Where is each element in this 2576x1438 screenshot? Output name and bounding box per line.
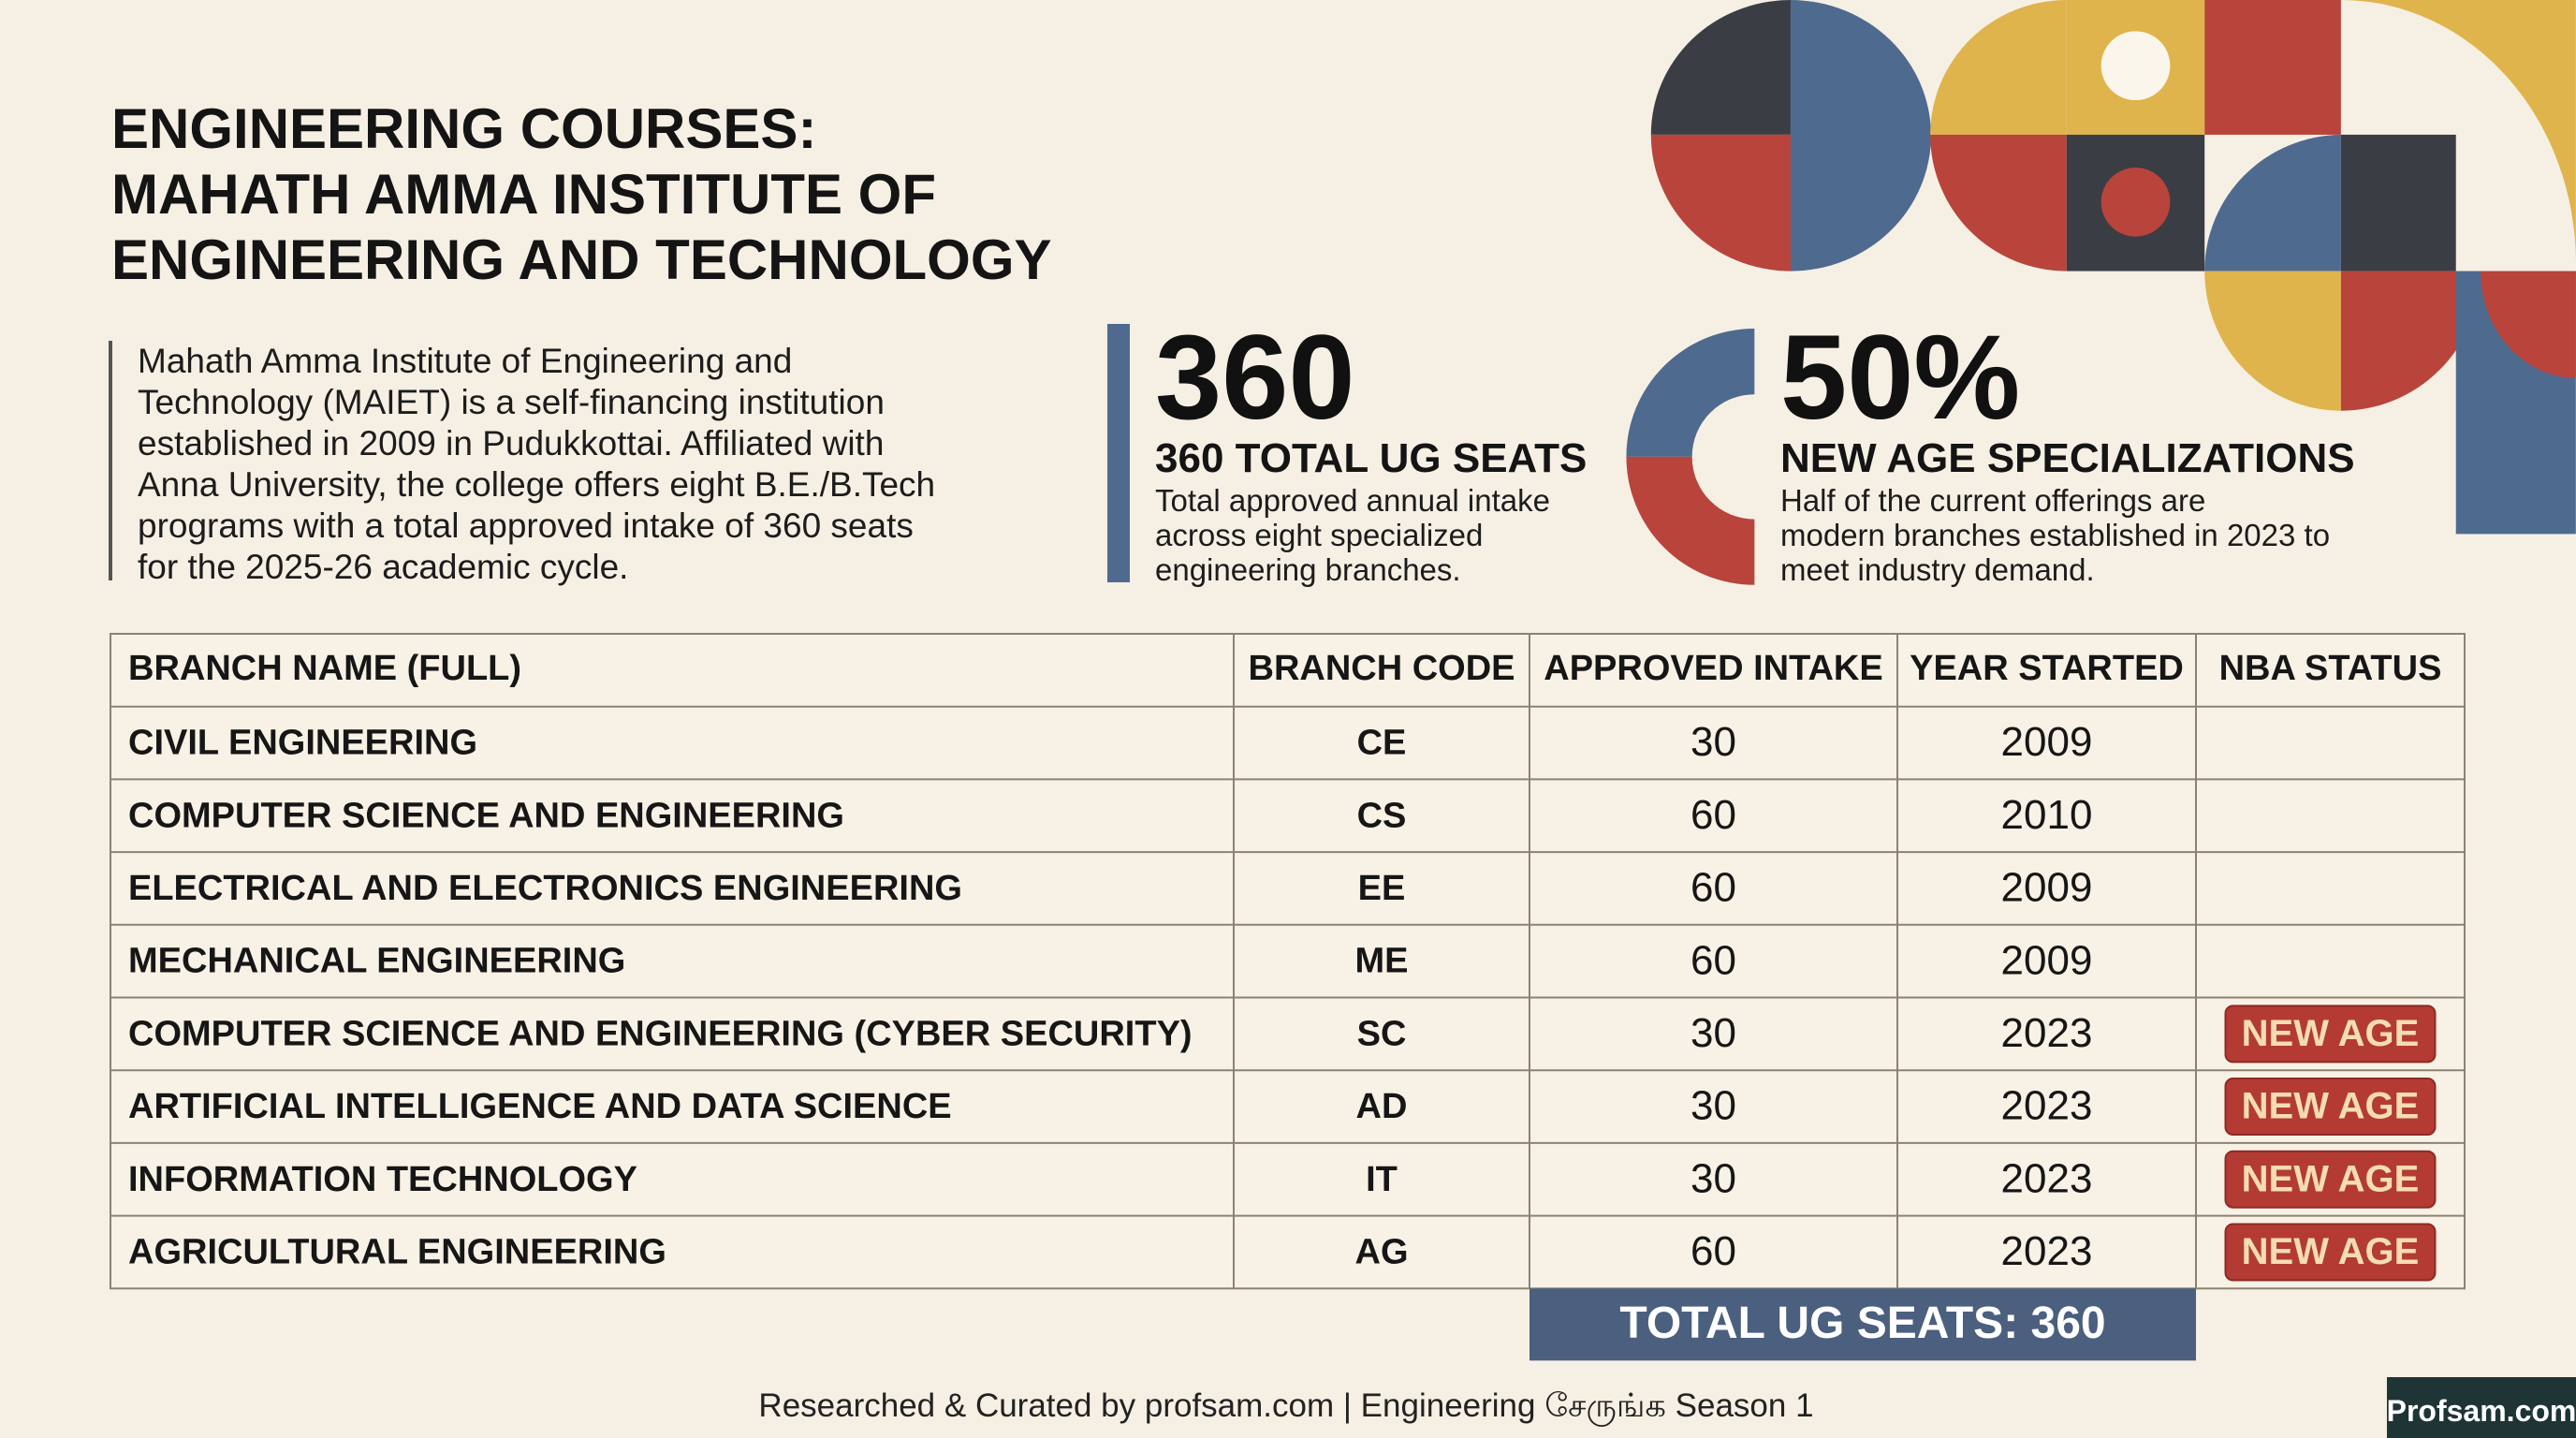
table-cell: 30 bbox=[1690, 1083, 1736, 1129]
table-cell: AG bbox=[1355, 1232, 1409, 1271]
stat-desc: across eight specialized bbox=[1155, 518, 1483, 552]
intro-line: Technology (MAIET) is a self-financing i… bbox=[138, 383, 885, 421]
status-text: NEW AGE bbox=[2242, 1013, 2420, 1054]
table-cell: 2009 bbox=[2001, 865, 2093, 911]
status-badge bbox=[2224, 1005, 2437, 1064]
stat-value: 50% bbox=[1780, 311, 2020, 445]
intro-line: established in 2009 in Pudukkottai. Affi… bbox=[138, 424, 884, 462]
table-cell: 2023 bbox=[2001, 1155, 2093, 1201]
table-cell: 60 bbox=[1690, 865, 1736, 911]
title-line: ENGINEERING AND TECHNOLOGY bbox=[111, 228, 1052, 291]
intro-line: Anna University, the college offers eigh… bbox=[138, 465, 935, 504]
table-header: BRANCH CODE bbox=[1249, 649, 1515, 688]
status-text: NEW AGE bbox=[2242, 1086, 2420, 1127]
intro-rule bbox=[109, 341, 112, 580]
status-badge bbox=[2224, 1150, 2437, 1209]
stat-desc: Half of the current offerings are bbox=[1780, 483, 2205, 518]
branch-name: ELECTRICAL AND ELECTRONICS ENGINEERING bbox=[128, 869, 962, 908]
table-cell: 60 bbox=[1690, 937, 1736, 983]
branch-name: INFORMATION TECHNOLOGY bbox=[128, 1160, 637, 1199]
stat-label: 360 TOTAL UG SEATS bbox=[1155, 435, 1587, 481]
status-badge bbox=[2224, 1223, 2437, 1282]
stat-value: 360 bbox=[1155, 311, 1355, 445]
table-cell: 2009 bbox=[2001, 937, 2093, 983]
status-text: NEW AGE bbox=[2242, 1158, 2420, 1199]
total-text: TOTAL UG SEATS: 360 bbox=[1619, 1299, 2105, 1348]
footer-credit: Researched & Curated by profsam.com | En… bbox=[758, 1387, 1813, 1427]
table-cell: 60 bbox=[1690, 1228, 1736, 1274]
table-header: NBA STATUS bbox=[2219, 649, 2442, 688]
status-text: NEW AGE bbox=[2242, 1231, 2420, 1272]
table-cell: 60 bbox=[1690, 792, 1736, 838]
table-cell: CS bbox=[1357, 796, 1407, 835]
branch-name: AGRICULTURAL ENGINEERING bbox=[128, 1232, 666, 1271]
stat-desc: Total approved annual intake bbox=[1155, 483, 1550, 518]
table-cell: IT bbox=[1366, 1160, 1398, 1199]
intro-line: programs with a total approved intake of… bbox=[138, 506, 914, 545]
total-box bbox=[1530, 1288, 2196, 1361]
decoration bbox=[1626, 0, 2576, 585]
table-cell: SC bbox=[1357, 1014, 1407, 1053]
table-cell: EE bbox=[1358, 869, 1406, 908]
table-header: APPROVED INTAKE bbox=[1544, 649, 1882, 688]
table-cell: CE bbox=[1357, 724, 1407, 763]
branch-name: MECHANICAL ENGINEERING bbox=[128, 942, 625, 981]
title-line: ENGINEERING COURSES: bbox=[111, 97, 816, 160]
title-line: MAHATH AMMA INSTITUTE OF bbox=[111, 163, 936, 226]
table-cell: 30 bbox=[1690, 719, 1736, 765]
stat-label: NEW AGE SPECIALIZATIONS bbox=[1780, 435, 2355, 481]
table-cell: AD bbox=[1356, 1087, 1408, 1126]
table-cell: 2023 bbox=[2001, 1228, 2093, 1274]
logo-box bbox=[2387, 1377, 2576, 1438]
logo: Profsam.com bbox=[2387, 1394, 2576, 1428]
intro-line: Mahath Amma Institute of Engineering and bbox=[138, 342, 792, 380]
table-cell: 2023 bbox=[2001, 1010, 2093, 1056]
table-header: YEAR STARTED bbox=[1910, 649, 2184, 688]
table-cell: 30 bbox=[1690, 1010, 1736, 1056]
branch-name: COMPUTER SCIENCE AND ENGINEERING (CYBER … bbox=[128, 1014, 1193, 1053]
branch-name: CIVIL ENGINEERING bbox=[128, 724, 477, 763]
stat-desc: engineering branches. bbox=[1155, 552, 1461, 587]
status-badge bbox=[2224, 1078, 2437, 1137]
branch-name: ARTIFICIAL INTELLIGENCE AND DATA SCIENCE bbox=[128, 1087, 952, 1126]
table-cell: 2023 bbox=[2001, 1083, 2093, 1129]
table-header: BRANCH NAME (FULL) bbox=[128, 649, 521, 688]
stat-bar bbox=[1107, 324, 1130, 582]
table-cell: 30 bbox=[1690, 1155, 1736, 1201]
stat-desc: meet industry demand. bbox=[1780, 552, 2095, 587]
branch-name: COMPUTER SCIENCE AND ENGINEERING bbox=[128, 796, 844, 835]
table-cell: ME bbox=[1355, 942, 1409, 981]
table bbox=[110, 633, 2466, 1290]
table-cell: 2009 bbox=[2001, 719, 2093, 765]
stat-desc: modern branches established in 2023 to bbox=[1780, 518, 2330, 552]
table-cell: 2010 bbox=[2001, 792, 2093, 838]
intro-line: for the 2025-26 academic cycle. bbox=[138, 548, 628, 586]
